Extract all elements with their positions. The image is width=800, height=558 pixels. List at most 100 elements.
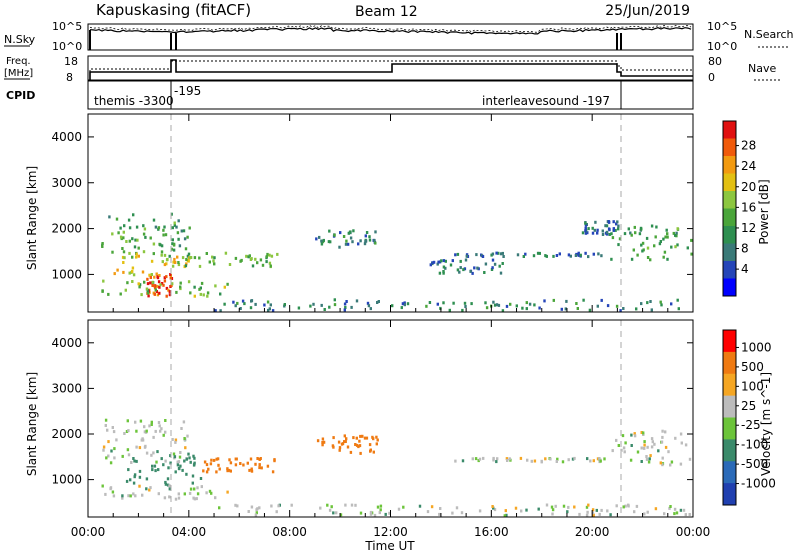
data-cell xyxy=(161,260,164,264)
data-cell xyxy=(592,252,595,256)
data-cell xyxy=(192,496,195,500)
data-cell xyxy=(133,459,136,463)
power-colorbar-label: Power [dB] xyxy=(757,179,771,244)
data-cell xyxy=(335,511,338,515)
data-cell xyxy=(584,221,587,225)
data-cell xyxy=(640,243,643,247)
data-cell xyxy=(635,307,638,311)
data-cell xyxy=(508,457,511,461)
data-cell xyxy=(266,252,269,256)
data-cell xyxy=(530,459,533,463)
data-cell xyxy=(645,455,648,458)
data-cell xyxy=(163,276,166,280)
data-cell xyxy=(283,303,286,306)
data-cell xyxy=(618,237,622,241)
data-cell xyxy=(121,494,124,498)
data-cell xyxy=(250,505,254,509)
data-cell xyxy=(158,424,161,428)
data-cell xyxy=(684,513,687,517)
data-cell xyxy=(501,251,504,255)
data-cell xyxy=(101,484,104,488)
data-cell xyxy=(140,293,143,297)
data-cell xyxy=(196,492,200,496)
data-cell xyxy=(127,453,131,457)
data-cell xyxy=(186,434,189,438)
data-cell xyxy=(451,259,454,263)
data-cell xyxy=(180,229,183,233)
data-cell xyxy=(662,255,665,259)
data-cell xyxy=(152,252,155,256)
data-cell xyxy=(112,430,116,434)
data-cell xyxy=(184,247,188,251)
velocity-y-label: Slant Range [km] xyxy=(25,372,39,476)
data-cell xyxy=(646,445,649,449)
data-cell xyxy=(169,454,172,458)
data-cell xyxy=(150,423,153,426)
data-cell xyxy=(183,237,187,241)
data-cell xyxy=(343,302,347,306)
data-cell xyxy=(342,235,346,238)
noise-sky-trace xyxy=(89,27,692,35)
data-cell xyxy=(686,246,689,250)
data-cell xyxy=(133,473,137,477)
data-cell xyxy=(119,226,122,230)
data-cell xyxy=(323,308,326,311)
data-cell xyxy=(350,305,353,309)
data-cell xyxy=(177,492,180,496)
noise-dropouts xyxy=(89,30,622,50)
data-cell xyxy=(172,243,176,247)
power-panel-frame xyxy=(87,113,694,313)
data-cell xyxy=(184,264,188,268)
data-cell xyxy=(643,443,646,447)
data-cell xyxy=(492,458,495,462)
data-cell xyxy=(584,229,587,233)
data-cell xyxy=(125,240,128,243)
data-cell xyxy=(376,301,379,304)
data-cell xyxy=(668,506,671,510)
colorbar-swatch xyxy=(723,208,736,227)
data-cell xyxy=(458,270,461,274)
data-cell xyxy=(214,309,217,313)
colorbar-swatch xyxy=(723,417,736,440)
data-cell xyxy=(679,508,683,512)
data-cell xyxy=(642,431,645,435)
data-cell xyxy=(156,284,159,288)
data-cell xyxy=(351,240,354,244)
data-cell xyxy=(234,256,238,260)
data-cell xyxy=(196,486,199,490)
data-cell xyxy=(579,253,582,257)
data-cell xyxy=(586,231,589,235)
data-cell xyxy=(640,431,643,434)
data-cell xyxy=(365,436,369,440)
data-cell xyxy=(268,307,271,311)
colorbar-tick-label: 28 xyxy=(741,139,756,153)
data-cell xyxy=(172,452,176,456)
data-cell xyxy=(168,484,171,488)
data-cell xyxy=(217,463,220,467)
data-cell xyxy=(493,508,497,512)
data-cell xyxy=(650,308,653,312)
data-cell xyxy=(401,302,405,306)
data-cell xyxy=(662,237,665,241)
data-cell xyxy=(128,239,131,243)
data-cell xyxy=(633,225,636,229)
data-cell xyxy=(592,459,595,463)
data-cell xyxy=(478,457,482,461)
data-cell xyxy=(504,509,507,513)
data-cell xyxy=(179,464,182,468)
data-cell xyxy=(501,262,504,265)
data-cell xyxy=(129,478,132,482)
data-cell xyxy=(165,275,168,279)
data-cell xyxy=(428,301,432,304)
data-cell xyxy=(454,253,457,257)
data-cell xyxy=(174,470,177,474)
colorbar-tick-label: 4 xyxy=(741,262,749,276)
data-cell xyxy=(623,450,626,454)
data-cell xyxy=(234,457,237,461)
nave-tick-bottom: 0 xyxy=(708,71,715,84)
data-cell xyxy=(600,508,603,512)
data-cell xyxy=(143,445,147,449)
data-cell xyxy=(134,238,137,242)
data-cell xyxy=(612,227,615,231)
